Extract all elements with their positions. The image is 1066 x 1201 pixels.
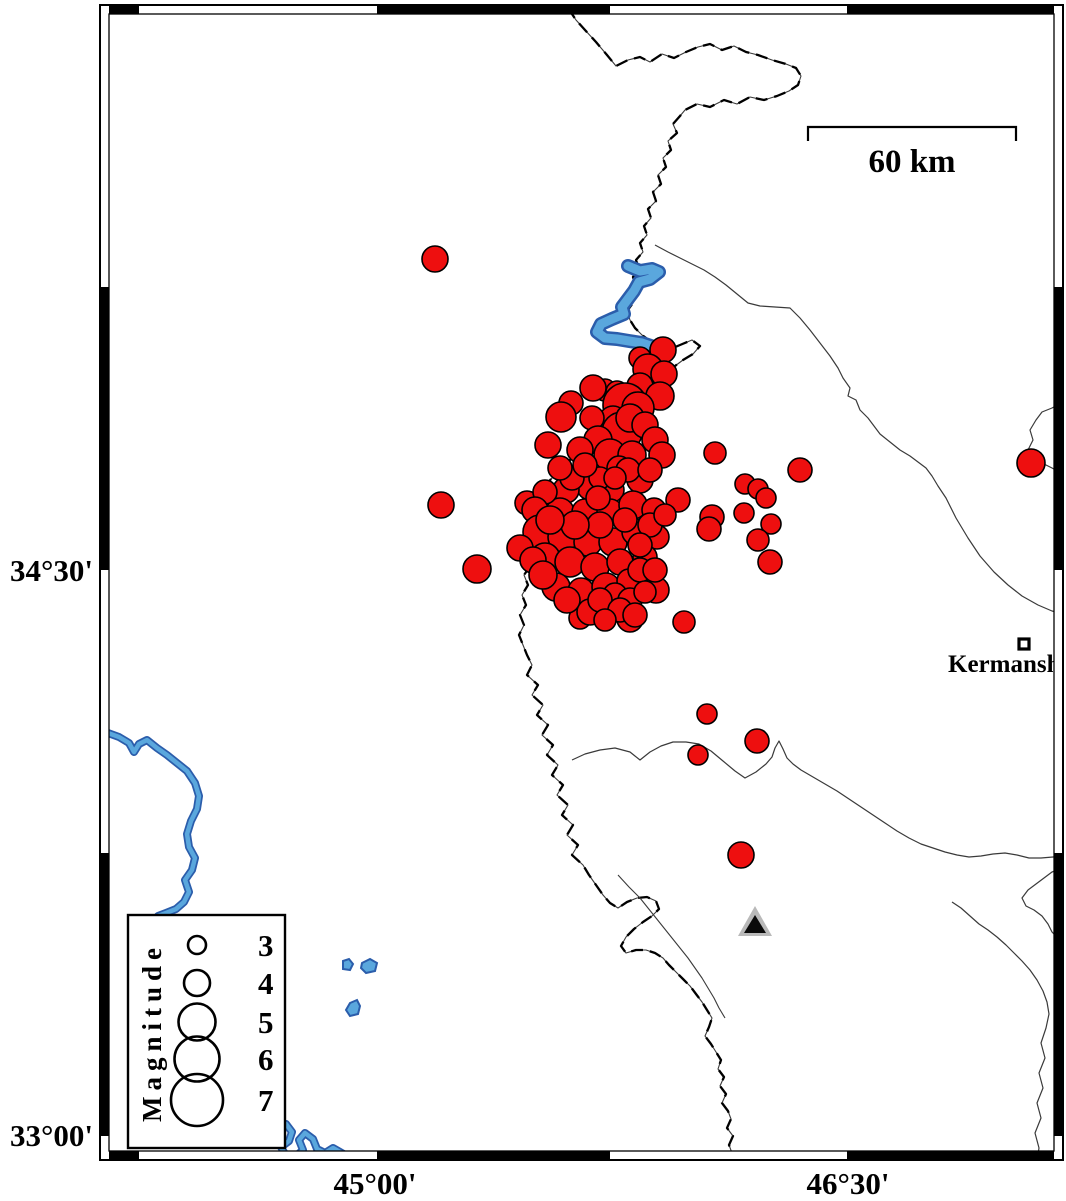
earthquake-marker <box>744 728 770 754</box>
admin-border-east-west <box>571 740 1054 859</box>
station-triangle-inner <box>744 915 766 933</box>
legend-box <box>126 913 287 1150</box>
reservoir-lake <box>592 261 666 356</box>
legend-magnitude-circles <box>169 934 225 1128</box>
earthquake-marker <box>579 374 607 402</box>
scale-bar-label: 60 km <box>868 144 955 180</box>
legend-label-4: 4 <box>258 966 274 1001</box>
map-frame <box>99 4 1064 1161</box>
earthquake-marker <box>462 554 492 584</box>
earthquake-marker <box>627 532 653 558</box>
lat-label-34-30: 34°30' <box>10 553 93 588</box>
earthquake-marker <box>696 703 718 725</box>
frame-outer-line <box>99 4 1064 1161</box>
earthquake-marker <box>760 513 782 535</box>
earthquake-marker <box>586 511 614 539</box>
river-south <box>278 1121 343 1151</box>
legend-label-7: 7 <box>258 1083 274 1118</box>
earthquake-marker <box>633 580 657 604</box>
admin-border-southwest-diagonal <box>617 874 726 1019</box>
legend-label-5: 5 <box>258 1005 274 1040</box>
earthquake-marker <box>637 457 663 483</box>
city-square-icon <box>1017 637 1031 651</box>
frame-band-bottom <box>109 1151 139 1160</box>
magnitude-legend: Magnitude 3 4 5 6 7 <box>126 913 287 1150</box>
lon-label-45-00: 45°00' <box>333 1166 416 1201</box>
frame-band-right <box>1054 287 1063 570</box>
legend-label-6: 6 <box>258 1042 274 1077</box>
earthquake-marker <box>696 516 722 542</box>
earthquake-marker <box>653 503 677 527</box>
admin-border-southeast <box>951 901 1050 1151</box>
earthquake-marker <box>572 452 598 478</box>
legend-title: Magnitude <box>137 942 167 1122</box>
scale-bar-bracket <box>806 125 1018 141</box>
earthquake-marker <box>787 457 813 483</box>
admin-border-northeast <box>654 244 1054 613</box>
earthquake-marker <box>547 455 573 481</box>
axis-annotations: 34°30' 33°00' 45°00' 46°30' <box>10 553 890 1201</box>
pond <box>359 957 379 975</box>
lat-label-33-00: 33°00' <box>10 1118 93 1153</box>
earthquake-marker <box>672 610 696 634</box>
city-label: Kermanshah <box>948 651 1066 678</box>
earthquake-marker <box>534 431 562 459</box>
earthquake-marker <box>421 245 449 273</box>
earthquake-marker <box>535 505 565 535</box>
earthquake-marker <box>746 528 770 552</box>
legend-circle-7 <box>169 1072 225 1128</box>
frame-inner-line <box>108 13 1055 1152</box>
earthquake-marker <box>545 401 577 433</box>
map-geography-layer <box>109 14 1054 1151</box>
frame-band-bottom <box>847 1151 1054 1160</box>
river-west <box>109 730 202 919</box>
earthquake-marker <box>703 441 727 465</box>
earthquake-marker <box>603 466 627 490</box>
earthquake-marker <box>733 502 755 524</box>
legend-circle-3 <box>186 934 208 956</box>
earthquake-marker <box>585 485 611 511</box>
city-kermanshah: Kermanshah <box>948 637 1066 678</box>
earthquake-marker <box>528 560 558 590</box>
pond <box>344 998 362 1018</box>
river-west-edge <box>109 729 203 920</box>
earthquake-marker <box>593 608 617 632</box>
frame-band-top <box>109 5 139 14</box>
pond <box>342 957 355 972</box>
frame-band-bottom <box>377 1151 610 1160</box>
earthquake-marker <box>554 546 586 578</box>
frame-band-left <box>100 287 109 570</box>
earthquake-marker <box>757 549 783 575</box>
frame-band-top <box>847 5 1054 14</box>
lon-label-46-30: 46°30' <box>806 1166 889 1201</box>
earthquake-marker <box>687 744 709 766</box>
earthquake-marker <box>560 510 590 540</box>
earthquake-marker <box>642 557 668 583</box>
station-triangle-marker <box>738 906 772 936</box>
earthquake-epicenter-layer <box>421 245 1046 869</box>
earthquake-marker <box>612 507 638 533</box>
earthquake-marker <box>1016 448 1046 478</box>
earthquake-marker <box>755 487 777 509</box>
frame-band-top <box>377 5 610 14</box>
legend-circle-4 <box>182 968 212 998</box>
legend-label-3: 3 <box>258 928 274 963</box>
frame-band-right <box>1054 853 1063 1136</box>
frame-band-left <box>100 853 109 1136</box>
legend-circle-5 <box>177 1002 217 1042</box>
earthquake-marker <box>553 586 581 614</box>
scale-bar: 60 km <box>806 125 1018 180</box>
earthquake-marker <box>427 491 455 519</box>
earthquake-marker <box>727 841 755 869</box>
legend-circle-6 <box>173 1035 221 1083</box>
admin-border-southeast-notch <box>1021 870 1054 935</box>
earthquake-marker <box>622 602 648 628</box>
